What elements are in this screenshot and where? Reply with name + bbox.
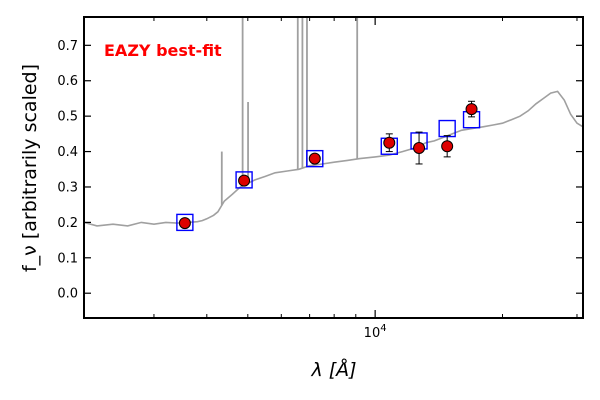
y-tick-label-3: 0.3 (57, 180, 78, 195)
y-tick-label-6: 0.6 (57, 74, 78, 89)
template-spectrum-line (84, 90, 583, 227)
plot-inner (84, 17, 583, 232)
y-tick-label-7: 0.7 (57, 39, 78, 54)
x-axis-label: λ [Å] (310, 358, 356, 381)
observed-point-2 (308, 152, 321, 165)
observed-point-4 (413, 142, 426, 155)
plot-frame (83, 16, 584, 319)
y-tick-label-5: 0.5 (57, 110, 78, 125)
observed-point-0 (178, 217, 191, 230)
observed-point-5 (441, 140, 454, 153)
model-point-0 (176, 213, 194, 232)
model-point-2 (306, 149, 324, 168)
observed-point-1 (238, 174, 251, 187)
observed-point-3 (383, 136, 396, 149)
annotation-label: EAZY best-fit (104, 41, 222, 60)
y-tick-label-2: 0.2 (57, 216, 78, 231)
y-axis-label: f_ν [arbitrarily scaled] (19, 64, 41, 272)
observed-point-6 (465, 103, 478, 116)
axes: 0.0 0.1 0.2 0.3 0.4 0.5 0.6 0.7 104 (57, 16, 584, 341)
x-tick-label-0: 104 (364, 323, 387, 341)
x-tick-label-exponent: 4 (380, 323, 386, 334)
y-tick-label-1: 0.1 (57, 251, 78, 266)
model-point-1 (235, 171, 253, 189)
y-tick-label-4: 0.4 (57, 145, 78, 160)
plot-area (84, 17, 583, 232)
y-tick-label-0: 0.0 (57, 287, 78, 302)
